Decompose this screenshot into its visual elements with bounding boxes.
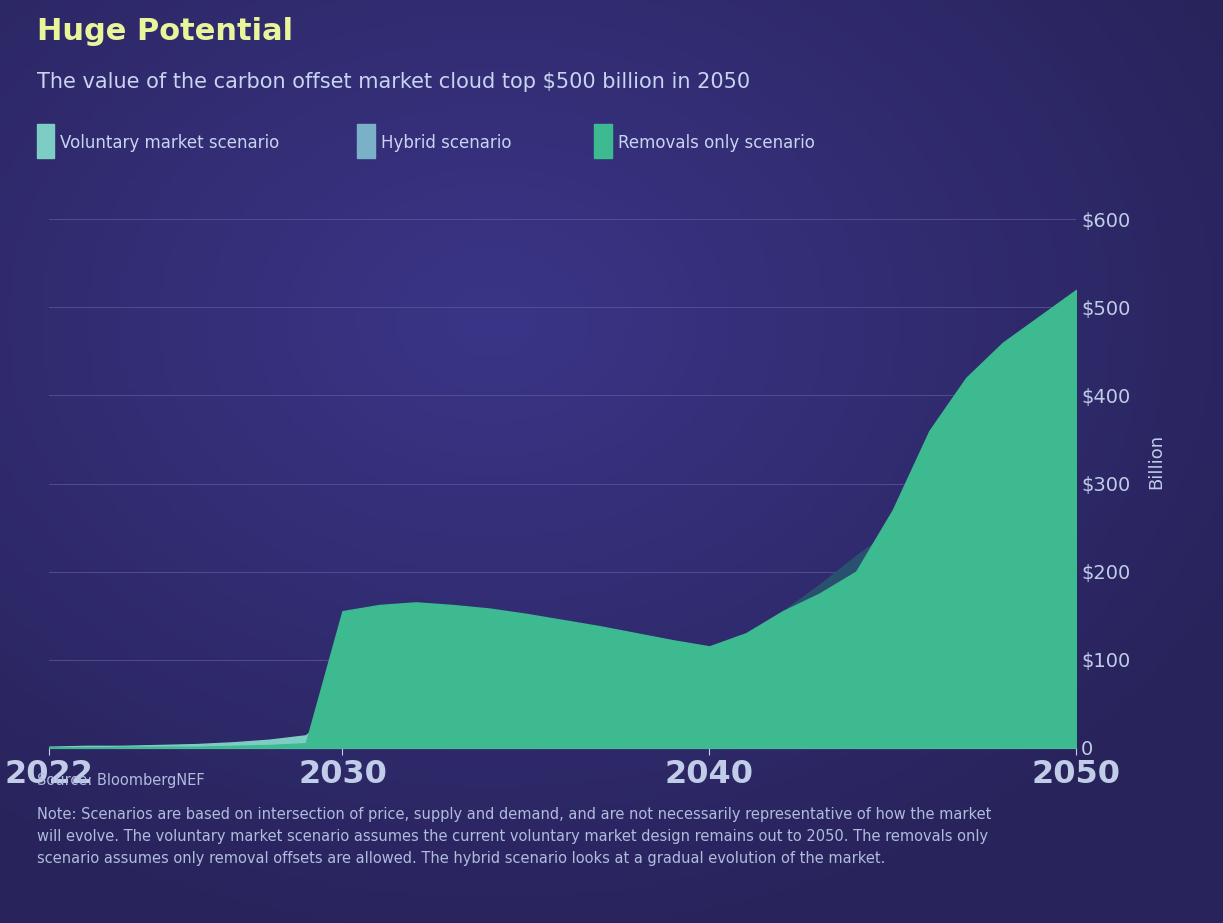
Y-axis label: Billion: Billion [1147,434,1166,489]
FancyBboxPatch shape [37,124,55,159]
Text: Hybrid scenario: Hybrid scenario [380,134,511,151]
FancyBboxPatch shape [357,124,374,159]
Text: Source: BloombergNEF: Source: BloombergNEF [37,773,204,788]
Text: Voluntary market scenario: Voluntary market scenario [60,134,280,151]
Text: Note: Scenarios are based on intersection of price, supply and demand, and are n: Note: Scenarios are based on intersectio… [37,808,991,866]
Text: Huge Potential: Huge Potential [37,18,292,46]
Text: Removals only scenario: Removals only scenario [618,134,815,151]
Text: The value of the carbon offset market cloud top $500 billion in 2050: The value of the carbon offset market cl… [37,72,750,92]
FancyBboxPatch shape [594,124,612,159]
